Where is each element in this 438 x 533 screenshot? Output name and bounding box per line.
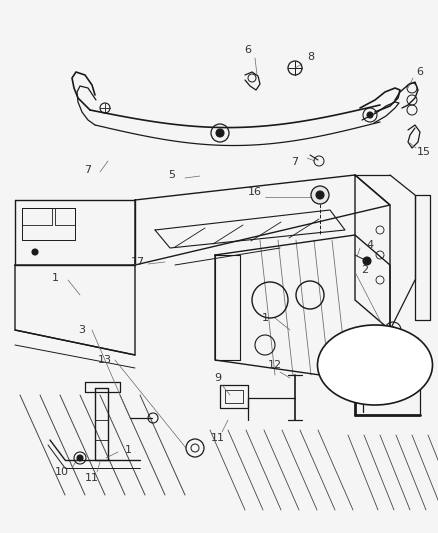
Circle shape [216, 129, 224, 137]
Text: 2: 2 [361, 265, 368, 275]
Circle shape [363, 257, 371, 265]
Text: 5: 5 [169, 170, 176, 180]
Text: 12: 12 [268, 360, 282, 370]
Text: 8: 8 [307, 52, 314, 62]
Text: 11: 11 [85, 473, 99, 483]
Ellipse shape [318, 325, 432, 405]
Text: 6: 6 [244, 45, 251, 55]
Text: 3: 3 [78, 325, 85, 335]
Circle shape [32, 249, 38, 255]
Text: 7: 7 [291, 157, 299, 167]
Text: 1: 1 [385, 350, 392, 360]
Text: 11: 11 [211, 433, 225, 443]
Text: 15: 15 [417, 147, 431, 157]
Text: 17: 17 [131, 257, 145, 267]
Text: 1: 1 [124, 445, 131, 455]
Text: 13: 13 [98, 355, 112, 365]
Circle shape [367, 112, 373, 118]
Text: 10: 10 [55, 467, 69, 477]
Text: 16: 16 [248, 187, 262, 197]
Circle shape [390, 327, 396, 333]
Text: 1: 1 [261, 313, 268, 323]
Text: 7: 7 [85, 165, 92, 175]
Circle shape [316, 191, 324, 199]
Text: 14: 14 [393, 388, 407, 398]
Circle shape [311, 186, 329, 204]
Text: 1: 1 [52, 273, 59, 283]
Text: 4: 4 [367, 240, 374, 250]
Text: 6: 6 [417, 67, 424, 77]
Text: 9: 9 [215, 373, 222, 383]
Text: 9: 9 [336, 350, 343, 360]
Circle shape [77, 455, 83, 461]
